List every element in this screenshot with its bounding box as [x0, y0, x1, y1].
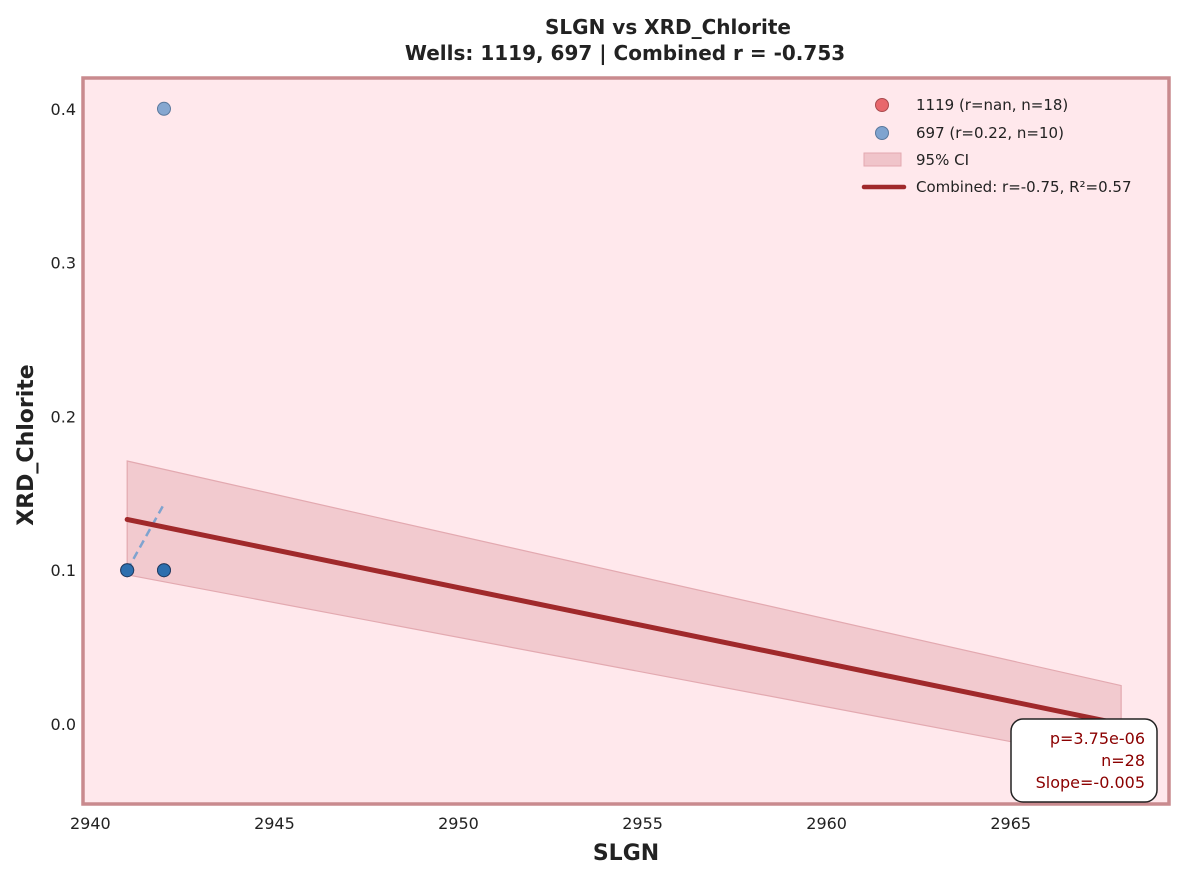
y-tick-label: 0.1: [51, 561, 76, 580]
chart-subtitle: Wells: 1119, 697 | Combined r = -0.753: [405, 41, 845, 65]
plot-frame: [81, 76, 1171, 806]
stats-slope: Slope=-0.005: [1036, 773, 1145, 792]
points-layer: [120, 101, 171, 578]
x-axis-label: SLGN: [593, 841, 659, 866]
x-axis-ticks: 2940 2945 2950 2955 2960 2965: [70, 814, 1031, 833]
legend-label-ci: 95% CI: [916, 151, 969, 169]
y-tick-label: 0.3: [51, 254, 76, 273]
legend-label-combined-fit: Combined: r=-0.75, R²=0.57: [916, 178, 1132, 196]
combined-fit-line: [124, 516, 1124, 727]
x-tick-label: 2955: [622, 814, 663, 833]
legend-label-1119: 1119 (r=nan, n=18): [916, 96, 1068, 114]
y-axis-label: XRD_Chlorite: [14, 364, 39, 525]
x-tick-label: 2960: [806, 814, 847, 833]
y-tick-label: 0.0: [51, 715, 76, 734]
legend: 1119 (r=nan, n=18) 697 (r=0.22, n=10) 95…: [861, 96, 1132, 196]
fit-layer: [124, 503, 1124, 727]
legend-marker-697: [875, 126, 889, 140]
x-tick-label: 2950: [438, 814, 479, 833]
y-tick-label: 0.4: [51, 100, 76, 119]
stats-box-background: [1010, 718, 1158, 803]
x-tick-label: 2945: [254, 814, 295, 833]
point-697-2: [156, 101, 171, 116]
legend-label-697: 697 (r=0.22, n=10): [916, 124, 1064, 142]
x-tick-label: 2940: [70, 814, 111, 833]
legend-marker-1119: [875, 98, 889, 112]
y-tick-label: 0.2: [51, 407, 76, 426]
point-697-0: [120, 563, 135, 578]
y-axis-ticks: 0.0 0.1 0.2 0.3 0.4: [51, 100, 76, 734]
legend-marker-ci: [863, 152, 902, 167]
x-tick-label: 2965: [990, 814, 1031, 833]
point-697-1: [156, 563, 171, 578]
stats-p-value: p=3.75e-06: [1050, 729, 1145, 748]
chart-title: SLGN vs XRD_Chlorite: [545, 15, 791, 39]
stats-n: n=28: [1101, 751, 1145, 770]
stats-box: p=3.75e-06 n=28 Slope=-0.005: [1010, 718, 1158, 803]
